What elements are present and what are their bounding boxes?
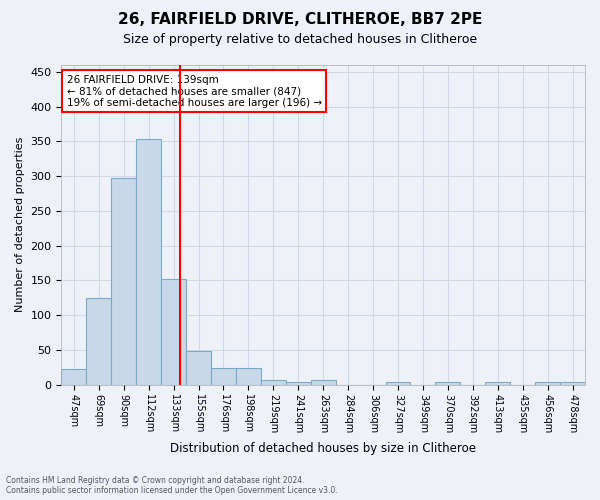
Bar xyxy=(111,178,136,384)
Bar xyxy=(386,382,410,384)
Y-axis label: Number of detached properties: Number of detached properties xyxy=(15,137,25,312)
Bar xyxy=(186,350,211,384)
Text: Size of property relative to detached houses in Clitheroe: Size of property relative to detached ho… xyxy=(123,32,477,46)
Bar xyxy=(136,138,161,384)
Bar xyxy=(161,279,186,384)
Bar xyxy=(485,382,510,384)
Bar xyxy=(211,368,236,384)
Bar xyxy=(286,382,311,384)
Bar xyxy=(535,382,560,384)
Bar xyxy=(261,380,286,384)
Text: 26 FAIRFIELD DRIVE: 139sqm
← 81% of detached houses are smaller (847)
19% of sem: 26 FAIRFIELD DRIVE: 139sqm ← 81% of deta… xyxy=(67,74,322,108)
Text: 26, FAIRFIELD DRIVE, CLITHEROE, BB7 2PE: 26, FAIRFIELD DRIVE, CLITHEROE, BB7 2PE xyxy=(118,12,482,28)
Bar xyxy=(311,380,335,384)
Bar xyxy=(61,370,86,384)
Text: Contains HM Land Registry data © Crown copyright and database right 2024.
Contai: Contains HM Land Registry data © Crown c… xyxy=(6,476,338,495)
Bar xyxy=(236,368,261,384)
Bar xyxy=(86,298,111,384)
X-axis label: Distribution of detached houses by size in Clitheroe: Distribution of detached houses by size … xyxy=(170,442,476,455)
Bar xyxy=(436,382,460,384)
Bar xyxy=(560,382,585,384)
